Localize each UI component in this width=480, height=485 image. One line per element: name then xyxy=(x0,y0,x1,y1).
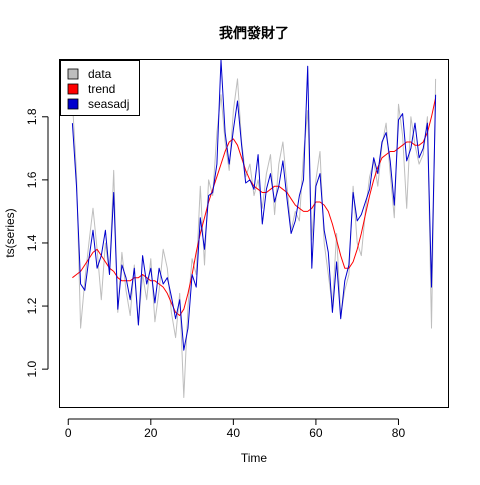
x-tick-label: 40 xyxy=(227,426,241,440)
x-axis-label: Time xyxy=(241,451,268,465)
chart-title: 我們發財了 xyxy=(219,25,289,41)
legend-label-trend: trend xyxy=(88,82,115,96)
series-line-seasadj xyxy=(71,60,437,351)
legend-swatch-trend xyxy=(67,83,79,95)
x-tick-label: 60 xyxy=(309,426,323,440)
legend-label-data: data xyxy=(88,67,112,81)
y-axis-label: ts(series) xyxy=(3,208,17,257)
plot-border xyxy=(59,59,449,408)
y-tick-label: 1.2 xyxy=(25,297,39,314)
y-tick-label: 1.8 xyxy=(25,108,39,125)
legend-swatch-seasadj xyxy=(67,98,79,110)
x-tick-label: 20 xyxy=(144,426,158,440)
x-tick-label: 80 xyxy=(392,426,406,440)
y-tick-label: 1.6 xyxy=(25,171,39,188)
axes-layer: 0 20 40 60 80 1.0 1.2 1.4 1.6 1.8 xyxy=(25,108,405,440)
y-tick-label: 1.0 xyxy=(25,360,39,377)
legend-swatch-data xyxy=(67,68,79,80)
legend-label-seasadj: seasadj xyxy=(88,97,129,111)
series-layer xyxy=(71,60,437,398)
x-tick-label: 0 xyxy=(65,426,72,440)
y-tick-label: 1.4 xyxy=(25,234,39,251)
